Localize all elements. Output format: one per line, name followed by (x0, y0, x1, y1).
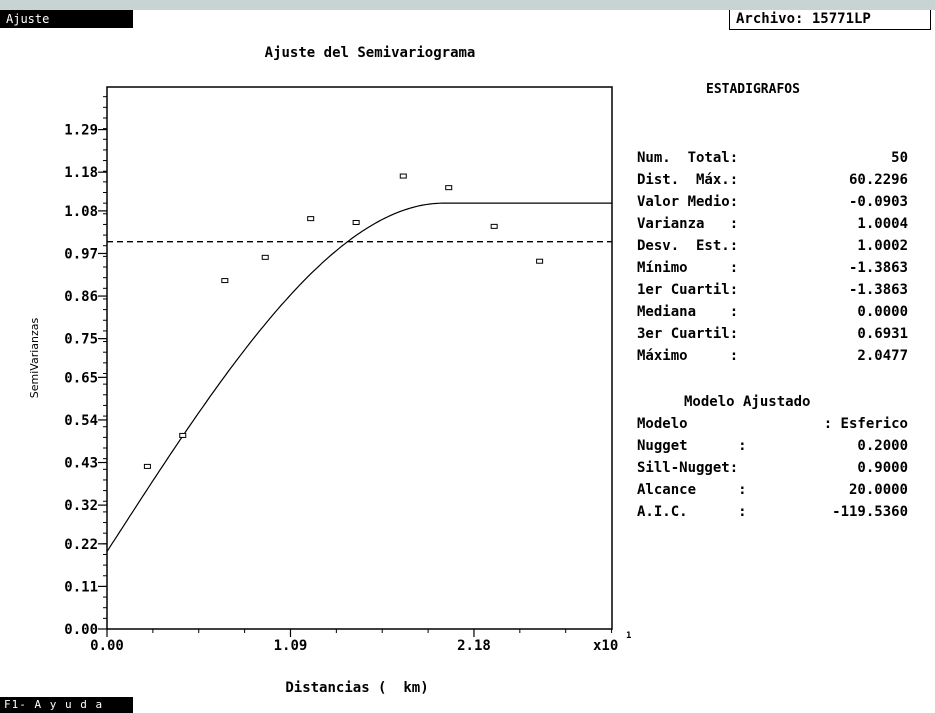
model-row: Modelo : Esferico (637, 416, 908, 434)
chart-title: Ajuste del Semivariograma (265, 45, 476, 61)
x-tick-label: 0.00 (90, 638, 124, 654)
stat-label: Varianza : (637, 216, 739, 232)
stat-label: Máximo : (637, 348, 739, 364)
model-value: : Esferico (823, 416, 908, 432)
stat-value: 2.0477 (857, 348, 908, 364)
stat-row: Mediana : 0.0000 (637, 304, 908, 322)
help-hint[interactable]: F1- A y u d a (0, 697, 133, 713)
stat-label: Mínimo : (637, 260, 739, 276)
y-tick-label: 0.65 (64, 370, 98, 386)
stat-label: 1er Cuartil: (637, 282, 739, 298)
plot-frame (106, 86, 613, 630)
stat-row: Valor Medio: -0.0903 (637, 194, 908, 212)
stat-label: Desv. Est.: (637, 238, 739, 254)
x-tick-label: 2.18 (457, 638, 491, 654)
data-point (536, 258, 544, 264)
stat-row: Num. Total: 50 (637, 150, 908, 168)
data-point (143, 463, 151, 469)
tab-ajuste[interactable]: Ajuste (0, 10, 133, 28)
top-bar (0, 0, 935, 10)
stat-row: 1er Cuartil: -1.3863 (637, 282, 908, 300)
stats-title: ESTADIGRAFOS (706, 82, 800, 97)
model-label: Modelo (637, 416, 688, 432)
data-point (221, 278, 229, 284)
stat-value: 0.6931 (857, 326, 908, 342)
y-tick-label: 0.97 (64, 246, 98, 262)
data-points (143, 173, 544, 469)
stat-row: Mínimo : -1.3863 (637, 260, 908, 278)
stat-row: Dist. Máx.: 60.2296 (637, 172, 908, 190)
stat-row: Máximo : 2.0477 (637, 348, 908, 366)
y-tick-label: 0.22 (64, 537, 98, 553)
y-tick-label: 0.43 (64, 456, 98, 472)
model-value: -119.5360 (832, 504, 908, 520)
x-tick-label: 1.09 (274, 638, 308, 654)
model-curve (106, 202, 612, 552)
stat-value: 60.2296 (848, 172, 908, 188)
stat-value: -0.0903 (848, 194, 908, 210)
y-tick-label: 1.08 (64, 204, 98, 220)
stat-value: 0.0000 (857, 304, 908, 320)
data-point (399, 173, 407, 179)
data-point (490, 223, 498, 229)
file-label: Archivo: 15771LP (729, 10, 931, 30)
y-tick-label: 1.29 (64, 123, 98, 139)
data-point (352, 220, 360, 225)
y-tick-label: 0.11 (64, 579, 98, 595)
stat-row: Varianza : 1.0004 (637, 216, 908, 234)
y-tick-label: 0.00 (64, 622, 98, 638)
y-tick-label: 0.86 (64, 289, 98, 305)
y-axis: 0.00 0.11 0.22 0.32 0.43 0.54 0.65 0.75 0.86 0.97… (64, 96, 107, 638)
stat-label: Num. Total: (637, 150, 739, 166)
model-value: 0.9000 (857, 460, 908, 476)
model-row: Sill-Nugget: 0.9000 (637, 460, 908, 478)
stat-label: Valor Medio: (637, 194, 739, 210)
data-point (261, 254, 269, 260)
model-value: 20.0000 (848, 482, 908, 498)
model-row: Alcance : 20.0000 (637, 482, 908, 500)
y-tick-label: 0.54 (64, 413, 98, 429)
model-label: A.I.C. : (637, 504, 747, 520)
model-title: Modelo Ajustado (684, 394, 811, 410)
stat-label: Mediana : (637, 304, 739, 320)
y-tick-label: 0.75 (64, 332, 98, 348)
stat-label: Dist. Máx.: (637, 172, 739, 188)
x-scale-exponent: 1 (626, 631, 631, 641)
model-row: A.I.C. : -119.5360 (637, 504, 908, 522)
data-point (179, 432, 187, 438)
stat-label: 3er Cuartil: (637, 326, 739, 342)
stat-value: -1.3863 (848, 260, 908, 276)
stat-row: Desv. Est.: 1.0002 (637, 238, 908, 256)
model-label: Nugget : (637, 438, 747, 454)
y-axis-title: SemiVarianzas (28, 318, 41, 399)
x-axis-title: Distancias ( km) (285, 680, 428, 696)
stat-value: -1.3863 (848, 282, 908, 298)
data-point (307, 216, 315, 222)
model-row: Nugget : 0.2000 (637, 438, 908, 456)
model-label: Sill-Nugget: (637, 460, 739, 476)
x-axis: 0.00 1.09 2.18 (90, 629, 613, 654)
stat-value: 50 (891, 150, 908, 166)
y-tick-label: 1.18 (64, 165, 98, 181)
y-tick-label: 0.32 (64, 498, 98, 514)
model-value: 0.2000 (857, 438, 908, 454)
x-scale-label: x10 (593, 638, 618, 654)
model-label: Alcance : (637, 482, 747, 498)
stat-row: 3er Cuartil: 0.6931 (637, 326, 908, 344)
stat-value: 1.0002 (857, 238, 908, 254)
stat-value: 1.0004 (857, 216, 908, 232)
data-point (445, 185, 453, 191)
